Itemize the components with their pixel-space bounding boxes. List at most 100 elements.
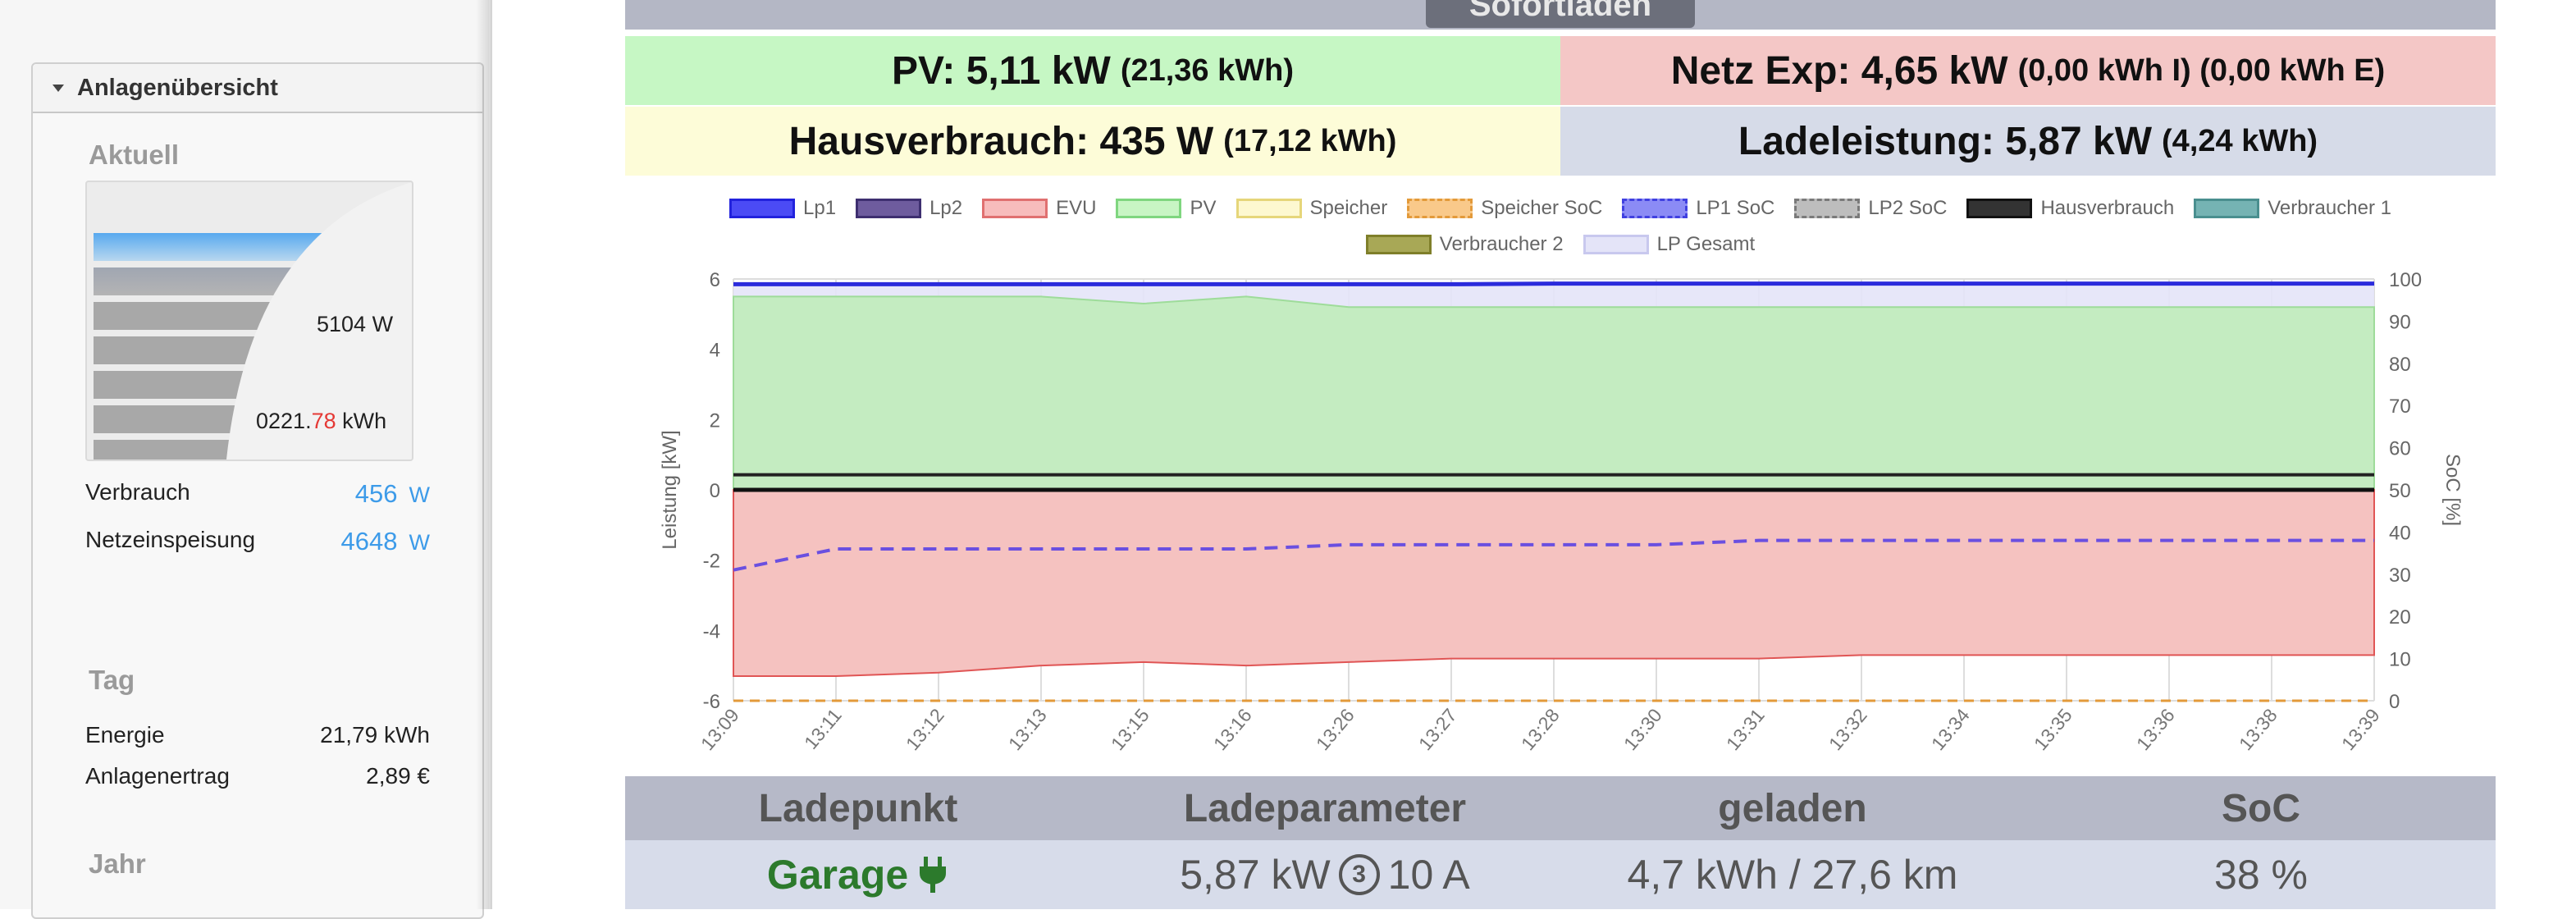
legend-item[interactable]: Speicher (1235, 197, 1388, 220)
x-tick-label: 13:13 (1004, 705, 1051, 755)
legend-label: Lp1 (803, 197, 837, 219)
tag-heading: Tag (89, 665, 135, 695)
legend-item[interactable]: LP Gesamt (1583, 233, 1756, 256)
overview-panel-title: Anlagenübersicht (77, 74, 278, 101)
gauge-stripe (94, 233, 340, 261)
legend-item[interactable]: Lp1 (729, 197, 836, 220)
legend-label: PV (1190, 197, 1217, 219)
legend-item[interactable]: EVU (982, 197, 1096, 220)
legend-swatch (1407, 199, 1473, 218)
aktuell-heading: Aktuell (89, 139, 180, 170)
y-tick-label: 2 (710, 409, 720, 432)
legend-swatch (1794, 199, 1861, 218)
legend-item[interactable]: Hausverbrauch (1966, 197, 2174, 220)
legend-label: Lp2 (929, 197, 963, 219)
x-tick-group: 13:38 (2235, 705, 2281, 755)
legend-swatch (856, 199, 922, 218)
table-row[interactable]: Garage 5,87 kW 3 10 A 4,7 kWh / 27,6 km … (625, 840, 2496, 909)
x-tick-group: 13:39 (2337, 705, 2384, 755)
anlagenertrag-value: 2,89 € (366, 763, 430, 789)
y2-tick-label: 70 (2389, 395, 2411, 418)
x-tick-group: 13:16 (1209, 705, 1256, 755)
energie-row: Energie 21,79 kWh (85, 722, 430, 748)
y-axis-title: Leistung [kW] (659, 430, 681, 549)
legend-item[interactable]: Speicher SoC (1407, 197, 1602, 220)
legend-swatch (982, 199, 1048, 218)
legend-item[interactable]: Lp2 (856, 197, 962, 220)
sofortladen-button[interactable]: Sofortladen (1426, 0, 1695, 28)
x-tick-group: 13:13 (1004, 705, 1051, 755)
legend-swatch (2194, 199, 2260, 218)
legend-swatch (729, 199, 796, 218)
x-tick-label: 13:30 (1619, 705, 1666, 755)
x-tick-group: 13:35 (2030, 705, 2076, 755)
hausverbrauch-tile: Hausverbrauch: 435 W (17,12 kWh) (625, 107, 1560, 176)
y2-tick-label: 30 (2389, 565, 2411, 587)
x-tick-label: 13:36 (2132, 705, 2179, 755)
x-tick-label: 13:26 (1312, 705, 1359, 755)
x-tick-label: 13:32 (1825, 705, 1871, 755)
legend-item[interactable]: LP1 SoC (1622, 197, 1774, 220)
y2-tick-label: 20 (2389, 606, 2411, 629)
legend-row: Lp1 Lp2 EVU PV Speicher Speicher SoC LP1 SoC LP… (625, 190, 2496, 226)
legend-label: LP Gesamt (1656, 233, 1756, 255)
lp1-line (733, 281, 2374, 286)
power-gauge: 5104 W 0221.78 kWh (85, 181, 413, 461)
header-geladen: geladen (1718, 786, 1867, 830)
x-tick-label: 13:15 (1107, 705, 1153, 755)
x-tick-label: 13:31 (1722, 705, 1769, 755)
header-soc: SoC (2222, 786, 2300, 830)
x-tick-group: 13:34 (1927, 704, 1974, 754)
jahr-heading: Jahr (89, 848, 146, 879)
x-tick-group: 13:11 (800, 705, 846, 754)
ladepunkt-name[interactable]: Garage (766, 852, 909, 898)
ladepunkt-cell[interactable]: Garage (625, 840, 1091, 909)
x-tick-label: 13:34 (1927, 704, 1974, 754)
netzeinspeisung-label: Netzeinspeisung (85, 527, 256, 552)
verbrauch-label: Verbrauch (85, 479, 190, 505)
x-tick-label: 13:11 (800, 705, 846, 754)
x-tick-label: 13:39 (2337, 705, 2384, 755)
overview-panel-header[interactable]: Anlagenübersicht (33, 64, 482, 113)
y-tick-label: 4 (710, 340, 720, 362)
header-ladeparameter: Ladeparameter (1183, 786, 1467, 830)
x-tick-group: 13:32 (1825, 705, 1871, 755)
y-tick-label: -4 (703, 620, 720, 642)
legend-label: Speicher (1309, 197, 1388, 219)
y2-tick-label: 40 (2389, 522, 2411, 544)
y2-tick-label: 90 (2389, 311, 2411, 333)
legend-item[interactable]: Verbraucher 1 (2194, 197, 2391, 220)
y2-tick-label: 50 (2389, 480, 2411, 502)
legend-swatch (1622, 199, 1688, 218)
energie-value: 21,79 kWh (320, 722, 430, 748)
legend-item[interactable]: Verbraucher 2 (1365, 233, 1564, 256)
caret-down-icon[interactable] (53, 84, 64, 92)
x-tick-label: 13:16 (1209, 705, 1256, 755)
charge-power: 5,87 kW (1180, 852, 1331, 898)
legend-item[interactable]: LP2 SoC (1794, 197, 1947, 220)
anlagenertrag-label: Anlagenertrag (85, 763, 230, 789)
y2-tick-label: 80 (2389, 354, 2411, 376)
netz-tile: Netz Exp: 4,65 kW (0,00 kWh I) (0,00 kWh… (1560, 36, 2496, 105)
x-tick-label: 13:28 (1517, 705, 1564, 755)
evu-area (733, 489, 2375, 678)
lp1-soc-line (733, 538, 2374, 572)
legend-label: Verbraucher 1 (2268, 197, 2391, 219)
x-tick-group: 13:30 (1619, 705, 1666, 755)
gauge-arc (226, 182, 412, 460)
y2-axis-title: SoC [%] (2441, 454, 2464, 526)
ladeleistung-power: Ladeleistung: 5,87 kW (1738, 119, 2153, 163)
pv-power: PV: 5,11 kW (892, 48, 1111, 93)
legend-swatch (1365, 235, 1432, 254)
legend-item[interactable]: PV (1116, 197, 1217, 220)
charge-current: 10 A (1387, 852, 1470, 898)
mode-bar: Sofortladen (625, 0, 2496, 30)
legend-swatch (1116, 199, 1182, 218)
pv-tile: PV: 5,11 kW (21,36 kWh) (625, 36, 1560, 105)
legend-swatch (1235, 199, 1302, 218)
y-tick-label: 6 (710, 269, 720, 291)
x-tick-group: 13:12 (902, 705, 948, 755)
legend-row: Verbraucher 2 LP Gesamt (625, 226, 2496, 263)
y2-tick-label: 60 (2389, 438, 2411, 460)
y2-tick-label: 10 (2389, 649, 2411, 671)
